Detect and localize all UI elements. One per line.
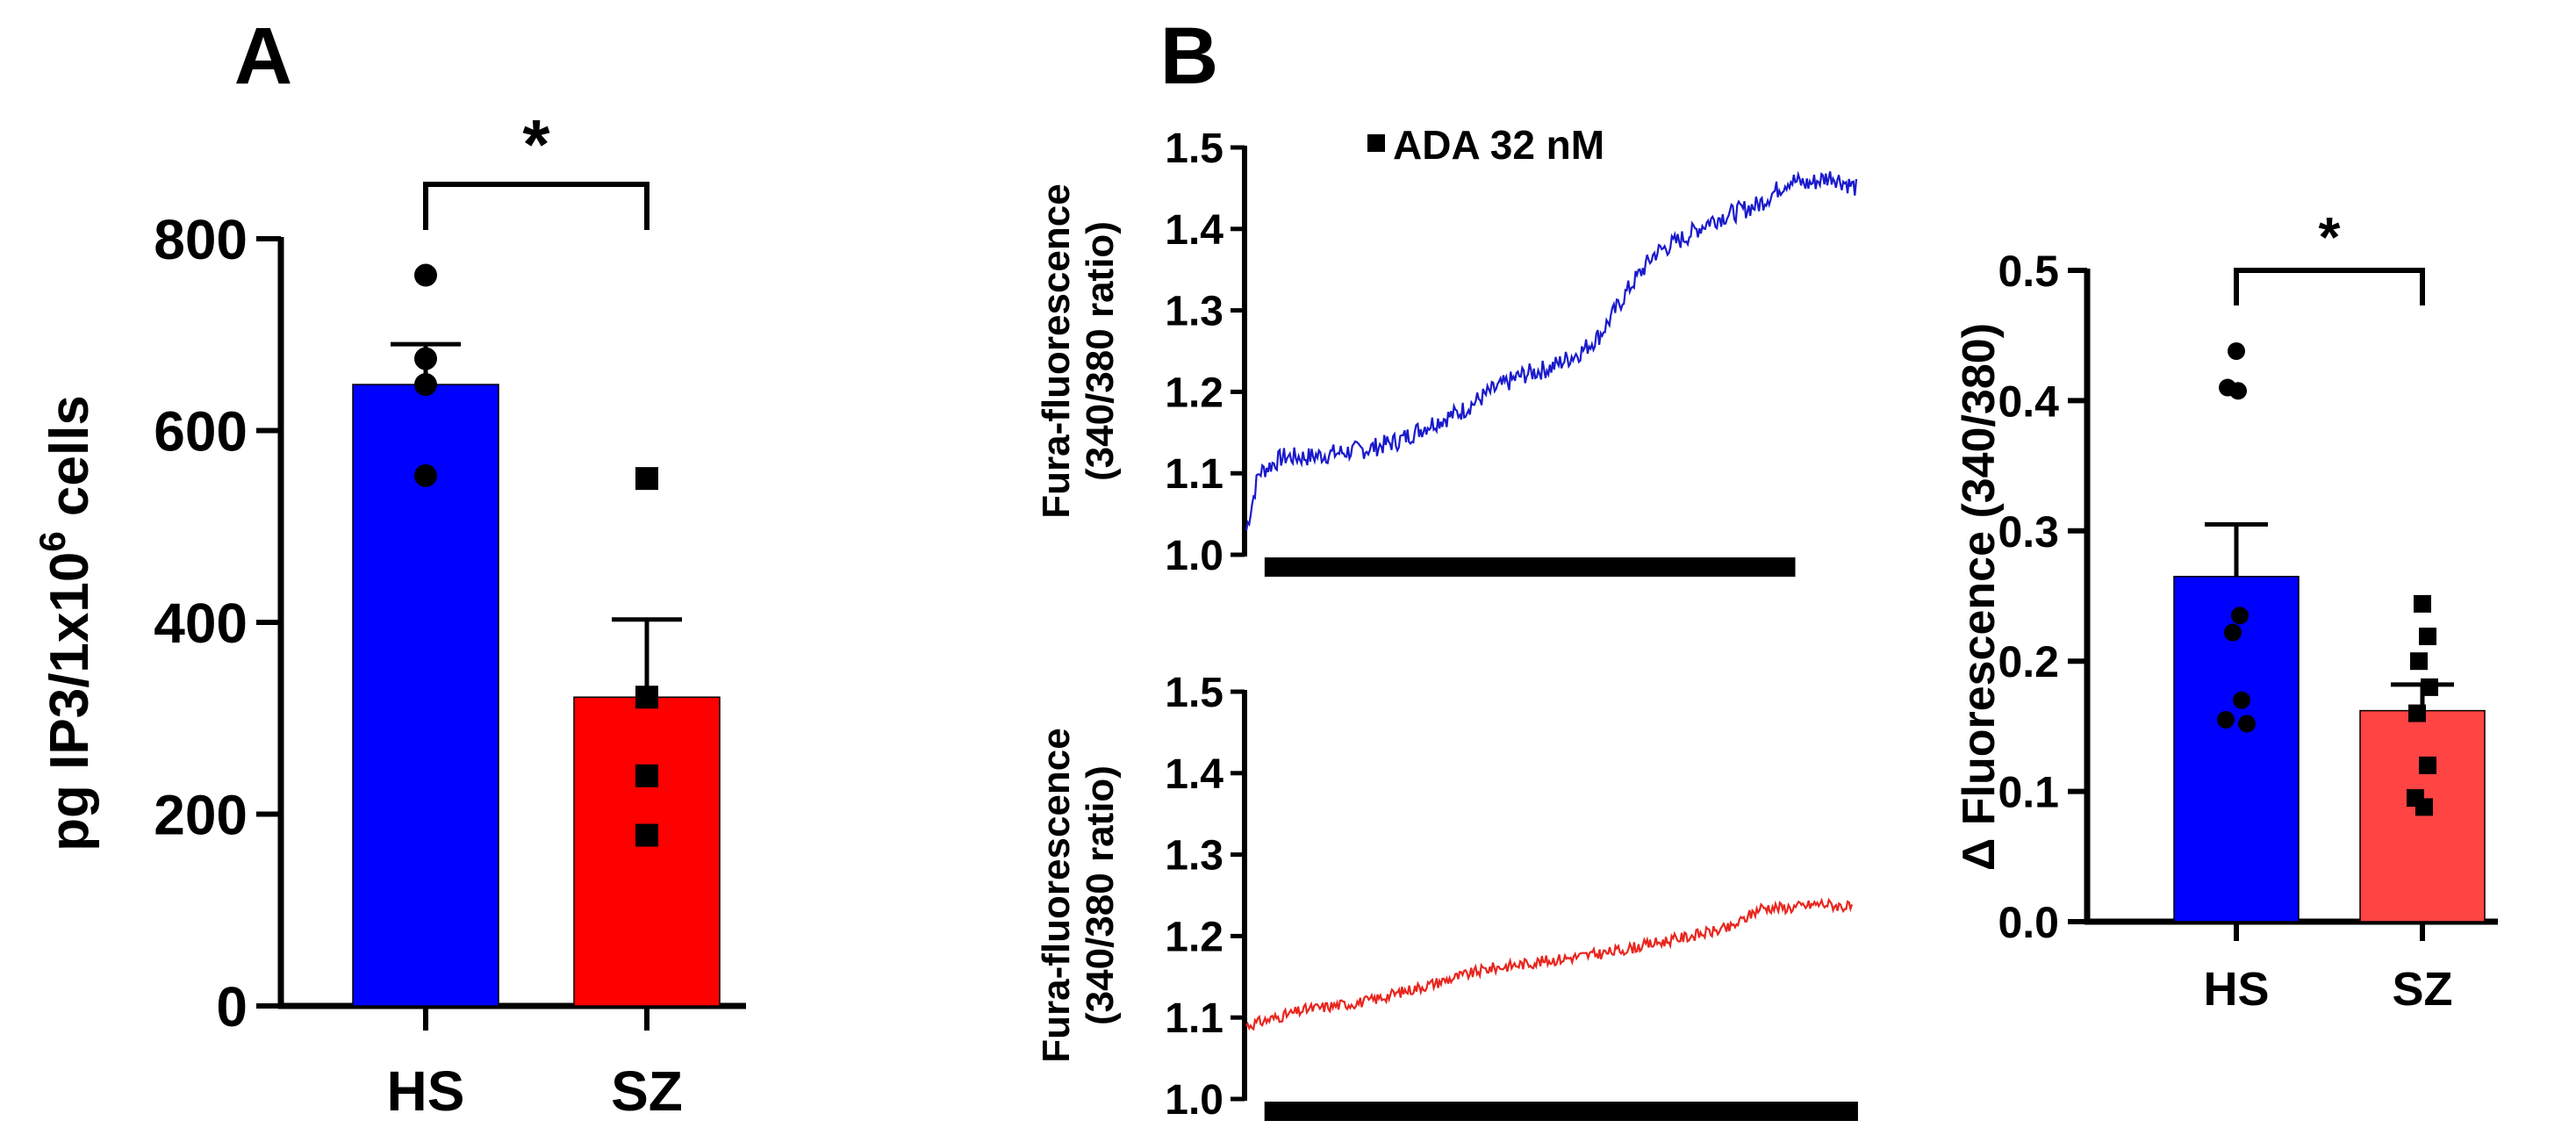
data-point-hs: [414, 263, 437, 287]
legend-marker: [1367, 134, 1385, 152]
data-point-hs: [414, 463, 437, 487]
y-tick-label: 200: [154, 784, 248, 847]
y-tick-label: 0.5: [1998, 247, 2059, 296]
data-point-sz: [635, 764, 658, 787]
data-point-hs: [2238, 715, 2256, 733]
legend-label: ADA 32 nM: [1393, 122, 1604, 168]
stimulus-bar: [1264, 1102, 1858, 1121]
data-point-hs: [2229, 382, 2247, 400]
data-point-hs: [2231, 607, 2249, 625]
y-tick-label: 0.4: [1998, 377, 2059, 426]
data-point-hs: [2228, 342, 2245, 361]
y-tick-label: 0.1: [1998, 768, 2059, 817]
y-axis-label: Fura-fluorescence(340/380 ratio): [1035, 728, 1122, 1062]
y-tick-label: 1.5: [1165, 670, 1223, 716]
y-tick-label: 1.1: [1165, 451, 1223, 498]
data-point-sz: [2419, 756, 2436, 774]
stimulus-bar: [1264, 557, 1796, 577]
y-tick-label: 1.3: [1165, 833, 1223, 880]
y-tick-label: 0: [216, 975, 248, 1038]
panel-a-bar-chart: 0 200 400 600 800 HS SZ * pg IP3/1x106 cells: [32, 105, 746, 1123]
bar-sz: [2359, 709, 2486, 923]
data-point-sz: [2414, 594, 2431, 613]
y-tick-label: 1.4: [1165, 751, 1223, 798]
data-point-sz: [2421, 678, 2438, 696]
significance-bracket: [2234, 268, 2425, 305]
y-tick-label: 1.2: [1165, 370, 1223, 416]
y-tick-label: 800: [154, 208, 248, 271]
data-point-hs: [2217, 710, 2235, 729]
panel-a-label: A: [234, 11, 292, 101]
significance-star: *: [2319, 205, 2341, 269]
y-axis-label: Δ Fluorescence (340/380): [1954, 323, 2005, 871]
y-tick-label: 0.3: [1998, 507, 2059, 557]
y-axis-label: pg IP3/1x106 cells: [32, 395, 100, 851]
y-axis-label-line: Fura-fluorescence: [1035, 728, 1078, 1062]
y-tick-label: 1.5: [1165, 126, 1223, 172]
y-tick-label: 1.4: [1165, 207, 1223, 254]
data-point-hs: [414, 347, 437, 370]
trace-line-sz: [1245, 897, 1854, 1031]
y-tick-label: 1.1: [1165, 995, 1223, 1042]
y-tick-label: 600: [154, 400, 248, 463]
bar-sz: [573, 696, 721, 1007]
y-axis-label-end: cells: [39, 395, 100, 531]
panel-b-hs-trace-chart: 1.0 1.1 1.2 1.3 1.4 1.5 Fura-fluorescence(340/…: [1035, 122, 1858, 579]
x-tick-label-sz: SZ: [611, 1059, 683, 1123]
data-point-hs: [2224, 623, 2242, 642]
y-tick-label: 1.0: [1165, 533, 1223, 579]
y-axis-label-line: Fura-fluorescence: [1035, 183, 1078, 518]
y-axis-label-line: (340/380 ratio): [1079, 221, 1122, 481]
panel-b-sz-trace-chart: 1.0 1.1 1.2 1.3 1.4 1.5 Fura-fluorescence(340/…: [1035, 670, 1858, 1124]
data-point-sz: [2419, 628, 2436, 646]
x-tick-label-sz: SZ: [2392, 963, 2452, 1016]
panel-b-label: B: [1160, 11, 1218, 101]
x-tick-label-hs: HS: [2203, 963, 2269, 1016]
data-point-hs: [414, 373, 437, 397]
y-tick-label: 400: [154, 592, 248, 655]
significance-star: *: [522, 105, 550, 183]
data-point-sz: [2408, 704, 2426, 722]
y-tick-label: 0.2: [1998, 637, 2059, 686]
data-point-sz: [635, 823, 658, 847]
significance-bracket: [423, 182, 649, 230]
y-tick-label: 1.3: [1165, 289, 1223, 335]
y-axis-label: Fura-fluorescence(340/380 ratio): [1035, 183, 1122, 518]
panel-b-bar-chart: 0.0 0.1 0.2 0.3 0.4 0.5 HS SZ * Δ Fluorescence (3…: [1954, 205, 2498, 1016]
trace-line-hs: [1245, 170, 1858, 531]
y-tick-label: 1.2: [1165, 914, 1223, 960]
y-tick-label: 1.0: [1165, 1077, 1223, 1124]
data-point-hs: [2233, 691, 2250, 709]
y-axis-label-superscript: 6: [32, 531, 73, 551]
data-point-sz: [2415, 798, 2433, 816]
data-point-sz: [635, 467, 658, 491]
x-tick-label-hs: HS: [387, 1059, 465, 1123]
y-tick-label: 0.0: [1998, 898, 2059, 947]
y-axis-label-line: (340/380 ratio): [1079, 765, 1122, 1025]
data-point-sz: [635, 686, 658, 709]
data-point-sz: [2410, 652, 2428, 671]
y-axis-label-main: pg IP3/1x10: [39, 552, 100, 851]
